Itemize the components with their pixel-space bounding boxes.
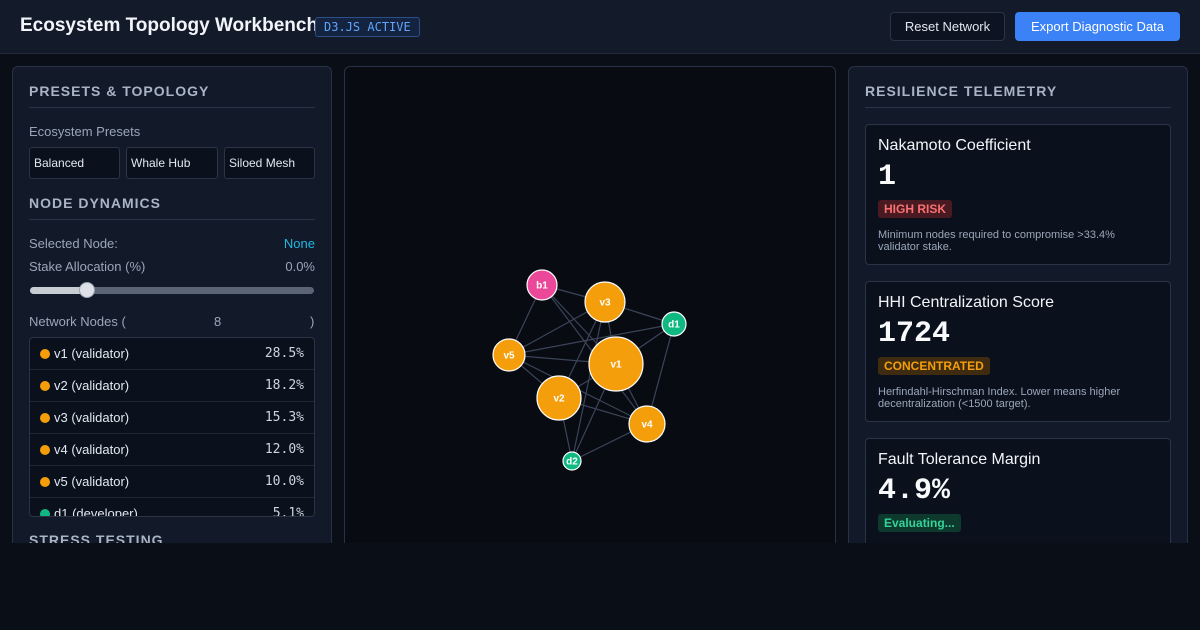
graph-node-v2[interactable]: v2 xyxy=(536,375,582,421)
page-footer-area xyxy=(0,543,1200,630)
graph-node-circle[interactable] xyxy=(584,281,626,323)
metric-value: 4.9% xyxy=(878,474,951,508)
graph-node-label: v1 xyxy=(610,360,622,371)
graph-node-label: v4 xyxy=(641,420,653,431)
app-header: Ecosystem Topology Workbench D3.JS ACTIV… xyxy=(0,0,1200,54)
node-status-dot xyxy=(40,476,50,487)
node-status-dot xyxy=(40,380,50,391)
network-nodes-close: ) xyxy=(310,314,315,329)
graph-node-circle[interactable] xyxy=(562,451,582,471)
metric-description: Herfindahl-Hirschman Index. Lower means … xyxy=(878,386,1121,410)
network-graph[interactable]: v1 v2 v3 v4 v5 b1 d1 d2 xyxy=(345,67,836,566)
nakamoto-card: Nakamoto Coefficient 1 HIGH RISK Minimum… xyxy=(865,124,1171,265)
reset-network-button[interactable]: Reset Network xyxy=(890,12,1005,41)
network-node-list[interactable]: v1 (validator) 28.5% v2 (validator) 18.2% v3… xyxy=(29,337,315,517)
node-status-dot xyxy=(40,444,50,455)
graph-node-v1[interactable]: v1 xyxy=(588,336,644,392)
node-status-dot xyxy=(40,508,50,516)
graph-node-b1[interactable]: b1 xyxy=(526,269,558,301)
status-badge: Evaluating... xyxy=(878,514,961,532)
node-status-dot xyxy=(40,412,50,423)
graph-node-circle[interactable] xyxy=(588,336,644,392)
node-stake-percent: 28.5% xyxy=(264,346,304,361)
node-status-dot xyxy=(40,348,50,359)
export-diagnostic-button[interactable]: Export Diagnostic Data xyxy=(1015,12,1180,41)
stake-allocation-label: Stake Allocation (%) xyxy=(29,259,146,274)
node-stake-percent: 12.0% xyxy=(264,442,304,457)
right-panel: RESILIENCE TELEMETRY Nakamoto Coefficien… xyxy=(848,66,1188,566)
preset-balanced-button[interactable]: Balanced xyxy=(29,147,120,179)
node-label: v1 (validator) xyxy=(54,346,130,361)
graph-edge xyxy=(508,323,675,356)
metric-value: 1724 xyxy=(878,317,951,351)
node-list-row[interactable]: v4 (validator) 12.0% xyxy=(30,434,314,466)
node-stake-percent: 5.1% xyxy=(272,506,304,517)
stake-allocation-value: 0.0% xyxy=(285,259,315,274)
metric-name: HHI Centralization Score xyxy=(878,294,1055,311)
preset-whale-hub-button[interactable]: Whale Hub xyxy=(126,147,218,179)
metric-name: Fault Tolerance Margin xyxy=(878,451,1041,468)
graph-node-label: v2 xyxy=(553,394,565,405)
slider-fill xyxy=(30,287,87,294)
node-stake-percent: 15.3% xyxy=(264,410,304,425)
graph-node-label: d1 xyxy=(668,320,680,331)
metric-value: 1 xyxy=(878,160,897,194)
graph-node-circle[interactable] xyxy=(492,338,526,372)
graph-node-label: b1 xyxy=(536,281,548,292)
node-stake-percent: 18.2% xyxy=(264,378,304,393)
engine-status-badge: D3.JS ACTIVE xyxy=(315,17,420,37)
selected-node-label: Selected Node: xyxy=(29,236,118,251)
node-list-row[interactable]: v1 (validator) 28.5% xyxy=(30,338,314,370)
node-label: d1 (developer) xyxy=(54,506,138,517)
node-list-row[interactable]: v2 (validator) 18.2% xyxy=(30,370,314,402)
stake-allocation-slider[interactable] xyxy=(30,282,314,298)
node-list-row[interactable]: v5 (validator) 10.0% xyxy=(30,466,314,498)
graph-node-circle[interactable] xyxy=(536,375,582,421)
presets-label: Ecosystem Presets xyxy=(29,124,141,139)
app-title: Ecosystem Topology Workbench xyxy=(20,15,319,36)
graph-edge xyxy=(571,301,606,462)
graph-node-d2[interactable]: d2 xyxy=(562,451,582,471)
graph-node-circle[interactable] xyxy=(661,311,687,337)
selected-node-value: None xyxy=(283,236,315,251)
node-label: v4 (validator) xyxy=(54,442,130,457)
node-dynamics-title: NODE DYNAMICS xyxy=(29,195,315,220)
node-label: v5 (validator) xyxy=(54,474,130,489)
network-graph-panel[interactable]: v1 v2 v3 v4 v5 b1 d1 d2 xyxy=(344,66,836,566)
node-list-row[interactable]: d1 (developer) 5.1% xyxy=(30,498,314,517)
metric-name: Nakamoto Coefficient xyxy=(878,137,1031,154)
slider-thumb[interactable] xyxy=(78,282,95,298)
left-panel: PRESETS & TOPOLOGY Ecosystem Presets Bal… xyxy=(12,66,332,566)
graph-node-label: v5 xyxy=(503,351,515,362)
graph-node-circle[interactable] xyxy=(628,405,666,443)
preset-siloed-mesh-button[interactable]: Siloed Mesh xyxy=(224,147,315,179)
status-badge: CONCENTRATED xyxy=(878,357,990,375)
network-nodes-count: 8 xyxy=(214,314,222,329)
graph-node-label: d2 xyxy=(566,457,578,468)
graph-node-v4[interactable]: v4 xyxy=(628,405,666,443)
hhi-card: HHI Centralization Score 1724 CONCENTRAT… xyxy=(865,281,1171,422)
node-label: v2 (validator) xyxy=(54,378,130,393)
node-stake-percent: 10.0% xyxy=(264,474,304,489)
metric-description: Minimum nodes required to compromise >33… xyxy=(878,229,1115,253)
graph-node-v5[interactable]: v5 xyxy=(492,338,526,372)
graph-node-label: v3 xyxy=(599,298,611,309)
network-nodes-label: Network Nodes ( xyxy=(29,314,126,329)
presets-section-title: PRESETS & TOPOLOGY xyxy=(29,83,315,108)
telemetry-title: RESILIENCE TELEMETRY xyxy=(865,83,1171,108)
status-badge: HIGH RISK xyxy=(878,200,953,218)
graph-node-v3[interactable]: v3 xyxy=(584,281,626,323)
graph-node-circle[interactable] xyxy=(526,269,558,301)
graph-node-d1[interactable]: d1 xyxy=(661,311,687,337)
node-label: v3 (validator) xyxy=(54,410,130,425)
node-list-row[interactable]: v3 (validator) 15.3% xyxy=(30,402,314,434)
